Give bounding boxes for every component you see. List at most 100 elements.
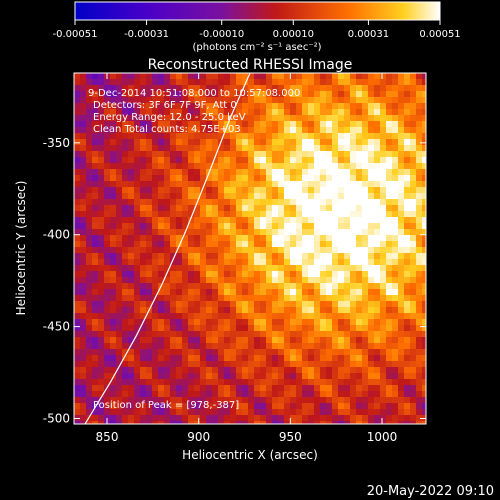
heatmap-cell bbox=[176, 283, 183, 290]
heatmap-cell bbox=[80, 379, 87, 386]
heatmap-cell bbox=[416, 151, 423, 158]
heatmap-cell bbox=[218, 211, 225, 218]
heatmap-cell bbox=[104, 355, 111, 362]
heatmap-cell bbox=[140, 73, 147, 80]
heatmap-cell bbox=[278, 121, 285, 128]
heatmap-cell bbox=[224, 421, 231, 424]
heatmap-cell bbox=[374, 349, 381, 356]
heatmap-cell bbox=[344, 397, 351, 404]
heatmap-cell bbox=[98, 187, 105, 194]
heatmap-cell bbox=[110, 151, 117, 158]
heatmap-cell bbox=[74, 283, 81, 290]
heatmap-cell bbox=[74, 277, 81, 284]
heatmap-cell bbox=[374, 103, 381, 110]
heatmap-cell bbox=[80, 277, 87, 284]
heatmap-cell bbox=[272, 223, 279, 230]
heatmap-cell bbox=[242, 373, 249, 380]
heatmap-cell bbox=[230, 295, 237, 302]
heatmap-cell bbox=[86, 217, 93, 224]
heatmap-cell bbox=[326, 241, 333, 248]
heatmap-cell bbox=[92, 109, 99, 116]
heatmap-cell bbox=[122, 85, 129, 92]
heatmap-cell bbox=[80, 181, 87, 188]
heatmap-cell bbox=[110, 361, 117, 368]
x-tick-label: 900 bbox=[187, 430, 210, 444]
heatmap-cell bbox=[224, 313, 231, 320]
heatmap-cell bbox=[182, 145, 189, 152]
heatmap-cell bbox=[314, 295, 321, 302]
heatmap-cell bbox=[362, 127, 369, 134]
heatmap-cell bbox=[302, 277, 309, 284]
heatmap-cell bbox=[320, 91, 327, 98]
heatmap-cell bbox=[398, 355, 405, 362]
colorbar-tick-label: 0.00031 bbox=[348, 29, 389, 40]
heatmap-cell bbox=[158, 223, 165, 230]
heatmap-cell bbox=[104, 163, 111, 170]
heatmap-cell bbox=[260, 241, 267, 248]
heatmap-cell bbox=[236, 271, 243, 278]
heatmap-cell bbox=[296, 109, 303, 116]
heatmap-cell bbox=[386, 319, 393, 326]
heatmap-cell bbox=[344, 259, 351, 266]
heatmap-cell bbox=[218, 313, 225, 320]
heatmap-cell bbox=[182, 163, 189, 170]
heatmap-cell bbox=[332, 337, 339, 344]
heatmap-cell bbox=[248, 145, 255, 152]
heatmap-cell bbox=[314, 265, 321, 272]
heatmap-cell bbox=[380, 151, 387, 158]
heatmap-cell bbox=[326, 289, 333, 296]
heatmap-cell bbox=[104, 133, 111, 140]
heatmap-cell bbox=[242, 325, 249, 332]
heatmap-cell bbox=[302, 109, 309, 116]
heatmap-cell bbox=[278, 139, 285, 146]
heatmap-cell bbox=[128, 265, 135, 272]
heatmap-cell bbox=[380, 295, 387, 302]
heatmap-cell bbox=[224, 181, 231, 188]
heatmap-cell bbox=[176, 163, 183, 170]
heatmap-cell bbox=[326, 295, 333, 302]
heatmap-cell bbox=[386, 397, 393, 404]
heatmap-cell bbox=[212, 265, 219, 272]
heatmap-cell bbox=[122, 421, 129, 424]
heatmap-cell bbox=[332, 145, 339, 152]
heatmap-cell bbox=[188, 331, 195, 338]
heatmap-cell bbox=[290, 277, 297, 284]
heatmap-cell bbox=[404, 121, 411, 128]
heatmap-cell bbox=[398, 343, 405, 350]
heatmap-cell bbox=[212, 217, 219, 224]
heatmap-cell bbox=[140, 163, 147, 170]
heatmap-cell bbox=[140, 247, 147, 254]
heatmap-cell bbox=[296, 289, 303, 296]
heatmap-cell bbox=[176, 373, 183, 380]
heatmap-cell bbox=[338, 235, 345, 242]
heatmap-cell bbox=[248, 217, 255, 224]
heatmap-cell bbox=[296, 373, 303, 380]
heatmap-cell bbox=[326, 199, 333, 206]
heatmap-cell bbox=[356, 259, 363, 266]
heatmap-cell bbox=[236, 337, 243, 344]
heatmap-cell bbox=[344, 85, 351, 92]
heatmap-cell bbox=[116, 331, 123, 338]
heatmap-cell bbox=[272, 271, 279, 278]
heatmap-cell bbox=[350, 373, 357, 380]
heatmap-cell bbox=[242, 79, 249, 86]
heatmap-cell bbox=[404, 73, 411, 80]
heatmap-cell bbox=[422, 247, 426, 254]
heatmap-cell bbox=[272, 379, 279, 386]
heatmap-cell bbox=[92, 349, 99, 356]
heatmap-cell bbox=[260, 73, 267, 80]
heatmap-cell bbox=[308, 181, 315, 188]
heatmap-cell bbox=[314, 133, 321, 140]
heatmap-cell bbox=[230, 193, 237, 200]
heatmap-cell bbox=[302, 409, 309, 416]
heatmap-cell bbox=[212, 205, 219, 212]
heatmap-cell bbox=[164, 343, 171, 350]
heatmap-cell bbox=[422, 121, 426, 128]
heatmap-cell bbox=[86, 73, 93, 80]
heatmap-cell bbox=[332, 157, 339, 164]
heatmap-cell bbox=[326, 277, 333, 284]
heatmap-cell bbox=[404, 253, 411, 260]
heatmap-cell bbox=[200, 397, 207, 404]
heatmap-cell bbox=[266, 103, 273, 110]
